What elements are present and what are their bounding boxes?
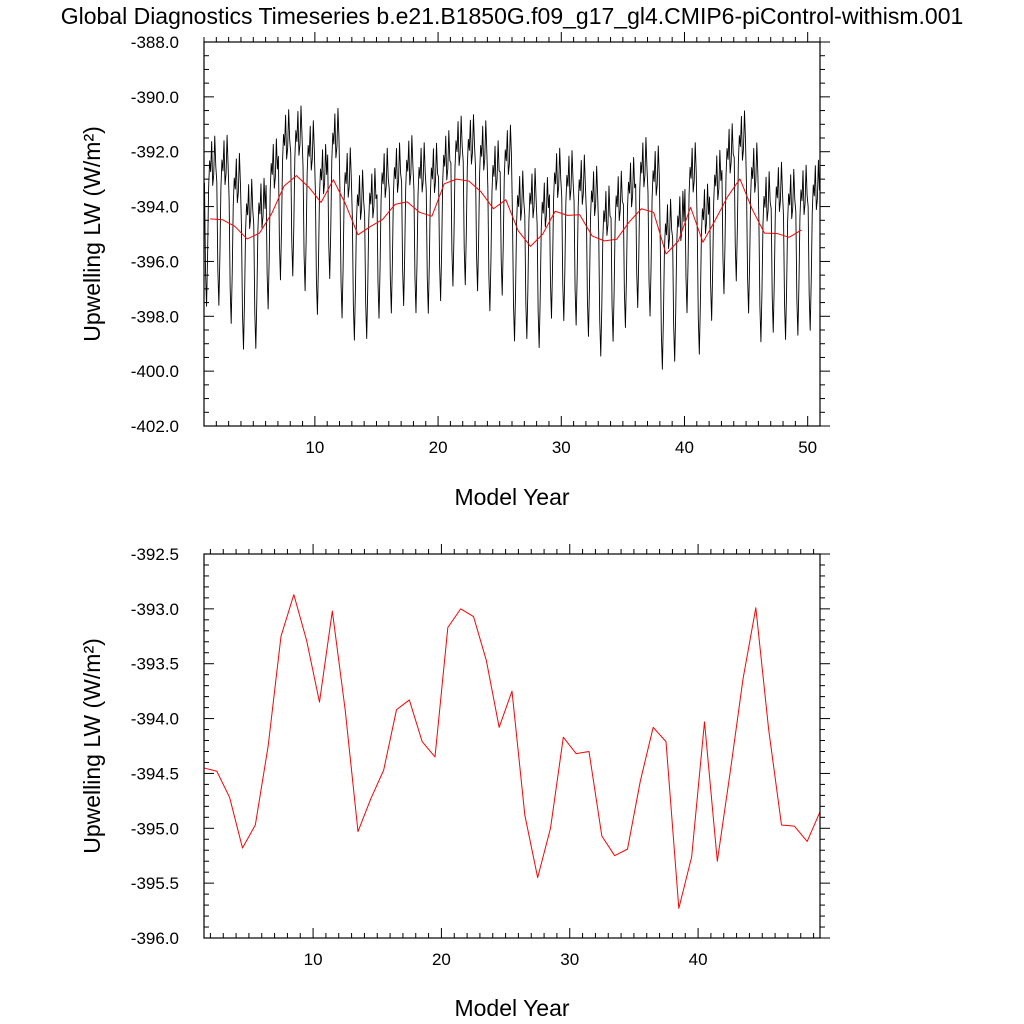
y-tick-label: -402.0: [131, 417, 179, 436]
x-tick-label: 40: [675, 438, 694, 457]
y-tick-label: -392.5: [131, 545, 179, 564]
y-tick-label: -393.5: [131, 655, 179, 674]
bottom-x-axis-label: Model Year: [454, 995, 569, 1021]
x-tick-label: 10: [304, 950, 323, 969]
monthly-series-line: [204, 105, 820, 370]
y-tick-label: -395.5: [131, 874, 179, 893]
annual-mean-series-line: [210, 175, 802, 255]
x-tick-label: 10: [305, 438, 324, 457]
top-y-axis-label: Upwelling LW (W/m²): [79, 126, 105, 342]
top-x-ticks: 10 20 30 40 50: [203, 32, 821, 457]
y-tick-label: -395.0: [131, 819, 179, 838]
bottom-y-ticks: -396.0 -395.5 -395.0 -394.5 -394.0 -393.5 -393…: [131, 545, 830, 948]
y-tick-label: -396.0: [131, 252, 179, 271]
x-tick-label: 30: [560, 950, 579, 969]
bottom-y-axis-label: Upwelling LW (W/m²): [79, 638, 105, 854]
y-tick-label: -390.0: [131, 88, 179, 107]
x-tick-label: 40: [689, 950, 708, 969]
y-tick-label: -393.0: [131, 600, 179, 619]
top-plot-frame: [203, 41, 821, 427]
annual-mean-series-line: [203, 594, 821, 909]
x-tick-label: 30: [552, 438, 571, 457]
bottom-plot-frame: [203, 553, 821, 939]
y-tick-label: -392.0: [131, 143, 179, 162]
top-series-annual: [210, 175, 802, 255]
y-tick-label: -396.0: [131, 929, 179, 948]
y-tick-label: -400.0: [131, 362, 179, 381]
top-series-monthly: [204, 105, 820, 370]
y-tick-label: -388.0: [131, 33, 179, 52]
y-tick-label: -394.0: [131, 710, 179, 729]
top-x-axis-label: Model Year: [454, 484, 569, 510]
bottom-panel: 10 20 30 40 -396.0-395.5-395.0-394.5-394.0-…: [79, 544, 830, 1021]
y-tick-label: -398.0: [131, 307, 179, 326]
top-panel: 10 20 30 40 50 -402.0 -400.0 -398.0 -396.0 -394.…: [79, 32, 830, 510]
x-tick-label: 50: [798, 438, 817, 457]
figure-title: Global Diagnostics Timeseries b.e21.B185…: [61, 3, 964, 29]
y-tick-label: -394.0: [131, 198, 179, 217]
top-y-ticks: -402.0 -400.0 -398.0 -396.0 -394.0 -392.0 -390…: [131, 33, 830, 436]
bottom-x-ticks: 10 20 30 40: [209, 544, 815, 969]
bottom-series-annual: [203, 594, 821, 909]
x-tick-label: 20: [429, 438, 448, 457]
x-tick-label: 20: [432, 950, 451, 969]
y-tick-label: -394.5: [131, 764, 179, 783]
